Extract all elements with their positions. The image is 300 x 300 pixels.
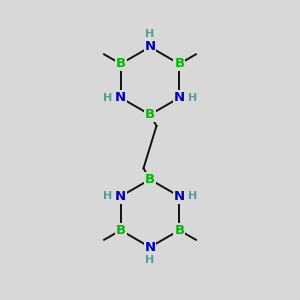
- Text: B: B: [145, 173, 155, 186]
- Text: H: H: [188, 93, 197, 103]
- Text: B: B: [174, 57, 184, 70]
- Text: N: N: [115, 91, 126, 104]
- Text: N: N: [174, 190, 185, 203]
- Text: H: H: [146, 29, 154, 39]
- Text: B: B: [145, 108, 155, 121]
- Text: N: N: [174, 91, 185, 104]
- Text: B: B: [116, 224, 126, 237]
- Text: H: H: [188, 191, 197, 201]
- Text: H: H: [146, 255, 154, 265]
- Text: B: B: [174, 224, 184, 237]
- Text: H: H: [103, 93, 112, 103]
- Text: H: H: [103, 191, 112, 201]
- Text: N: N: [115, 190, 126, 203]
- Text: N: N: [144, 241, 156, 254]
- Text: N: N: [144, 40, 156, 53]
- Text: B: B: [116, 57, 126, 70]
